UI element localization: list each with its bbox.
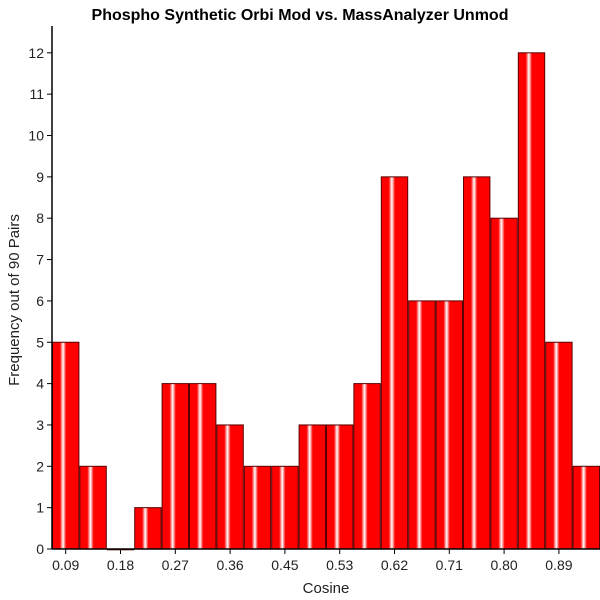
histogram-bar: [298, 424, 327, 550]
y-tick-label: 11: [29, 86, 44, 102]
bars-group: [52, 52, 600, 551]
x-tick-label: 0.27: [162, 557, 189, 573]
y-tick-label: 0: [36, 541, 44, 557]
histogram-bar: [79, 465, 107, 550]
x-tick-label: 0.09: [52, 557, 79, 573]
histogram-bar: [380, 176, 409, 550]
y-tick-label: 2: [36, 458, 44, 474]
y-tick-label: 9: [36, 169, 44, 185]
histogram-bar: [189, 383, 217, 550]
x-tick-label: 0.62: [381, 557, 408, 573]
histogram-bar: [216, 424, 244, 550]
y-tick-label: 4: [36, 376, 44, 392]
x-axis-label: Cosine: [303, 580, 350, 597]
axes-group: [51, 26, 600, 550]
x-tick-label: 0.18: [107, 557, 134, 573]
y-tick-label: 12: [28, 45, 44, 61]
y-tick-label: 1: [36, 500, 44, 516]
histogram-bar: [134, 507, 162, 550]
y-tick-label: 8: [36, 210, 44, 226]
histogram-bar: [326, 424, 354, 550]
histogram-bar: [52, 341, 80, 550]
y-tick-label: 5: [36, 334, 44, 350]
x-tick-label: 0.80: [490, 557, 517, 573]
histogram-bar: [435, 300, 464, 550]
histogram-bar: [490, 217, 518, 550]
y-tick-label: 6: [36, 293, 44, 309]
histogram-bar: [271, 465, 299, 550]
y-axis-label: Frequency out of 90 Pairs: [6, 214, 23, 386]
histogram-bar: [243, 465, 272, 550]
histogram-bar: [545, 341, 573, 550]
y-tick-label: 3: [36, 417, 44, 433]
histogram-bar: [517, 52, 546, 550]
x-tick-label: 0.53: [326, 557, 353, 573]
y-tick-label: 7: [36, 252, 44, 268]
y-tick-label: 10: [28, 128, 44, 144]
x-tick-label: 0.36: [216, 557, 243, 573]
chart-title: Phospho Synthetic Orbi Mod vs. MassAnaly…: [92, 7, 509, 24]
x-tick-label: 0.45: [271, 557, 298, 573]
histogram-bar: [161, 383, 190, 550]
histogram-bar: [353, 383, 381, 550]
x-tick-label: 0.89: [545, 557, 572, 573]
x-tick-label: 0.71: [436, 557, 463, 573]
histogram-bar: [463, 176, 491, 550]
histogram-bar: [572, 465, 600, 550]
x-ticks-group: 0.09 0.18 0.27 0.36 0.45 0.53 0.62 0.71 0.80 0.89: [52, 549, 573, 573]
histogram-bar: [408, 300, 436, 550]
